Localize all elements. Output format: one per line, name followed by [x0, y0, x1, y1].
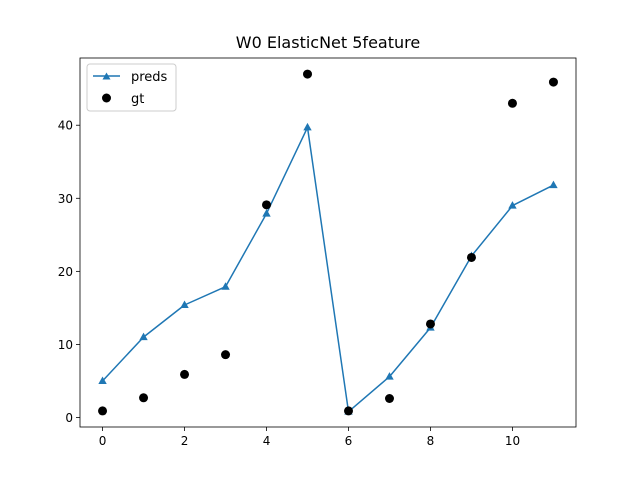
y-tick-label: 0 [65, 411, 73, 425]
gt-point [221, 350, 231, 360]
gt-point [98, 406, 108, 416]
y-tick-label: 40 [58, 119, 73, 133]
preds-point [139, 332, 148, 341]
gt-point [507, 98, 517, 108]
gt-point [343, 406, 353, 416]
y-tick-label: 20 [58, 265, 73, 279]
axes: 0 2 4 6 8 10 0 10 20 30 40 [58, 57, 577, 448]
legend-marker-preds [102, 72, 111, 80]
gt-point [139, 393, 149, 403]
gt-point [384, 394, 394, 404]
preds-point [508, 201, 517, 209]
preds-point [221, 282, 230, 290]
preds-point [303, 122, 312, 131]
plot-area [98, 69, 558, 416]
gt-point [548, 77, 558, 87]
series-line-preds [101, 126, 554, 413]
gt-point [303, 69, 313, 79]
gt-point [425, 319, 435, 329]
chart-title: W0 ElasticNet 5feature [236, 33, 420, 52]
preds-point [180, 300, 189, 308]
x-tick-label: 4 [263, 434, 271, 448]
gt-point [262, 200, 272, 210]
y-tick-label: 30 [58, 192, 73, 206]
preds-point [262, 209, 271, 217]
x-tick-label: 6 [345, 434, 353, 448]
preds-point [98, 376, 107, 384]
gt-point [180, 369, 190, 379]
x-tick-label: 8 [427, 434, 435, 448]
preds-point [549, 180, 558, 189]
legend: preds gt [86, 63, 177, 112]
legend-label-gt: gt [131, 92, 144, 107]
x-tick-label: 10 [505, 434, 520, 448]
legend-label-preds: preds [131, 70, 168, 85]
preds-point [385, 372, 394, 380]
x-tick-label: 2 [181, 434, 189, 448]
y-tick-label: 10 [58, 338, 73, 352]
legend-marker-gt [102, 93, 111, 103]
x-tick-label: 0 [99, 434, 107, 448]
gt-point [466, 252, 476, 262]
axes-frame [79, 57, 577, 428]
